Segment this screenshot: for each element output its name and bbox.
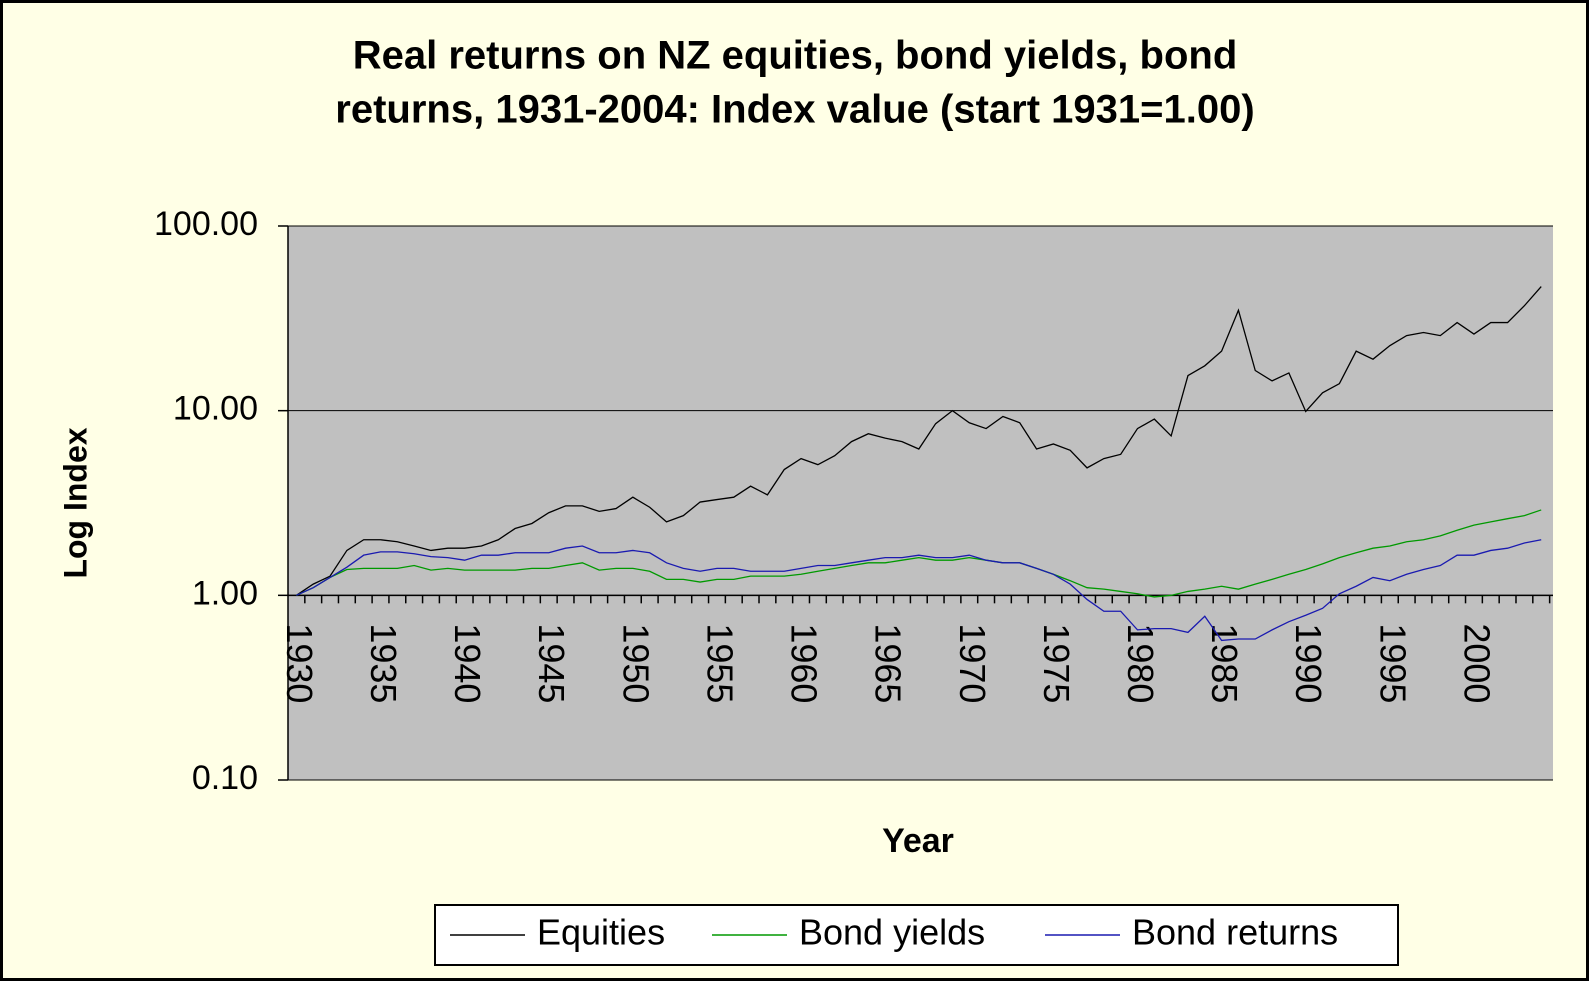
x-tick-label: 1965 [868,623,909,703]
x-tick-label: 1950 [615,623,656,703]
chart-title: Real returns on NZ equities, bond yields… [353,34,1238,78]
x-tick-label: 1960 [784,623,825,703]
legend-label: Bond returns [1132,912,1338,953]
x-tick-label: 1985 [1204,623,1245,703]
plot-area [288,226,1553,780]
legend [434,904,1399,966]
x-axis-label: Year [882,822,954,860]
legend-label: Equities [537,912,665,953]
chart-title: returns, 1931-2004: Index value (start 1… [335,88,1254,132]
x-tick-label: 1995 [1372,623,1413,703]
x-tick-label: 1945 [531,623,572,703]
line-series [296,539,1542,642]
x-tick-label: 1935 [363,623,404,703]
x-tick-label: 1980 [1120,623,1161,703]
x-tick-label: 1940 [447,623,488,703]
x-tick-label: 1955 [699,623,740,703]
x-tick-label: 1975 [1036,623,1077,703]
legend-label: Bond yields [799,912,985,953]
y-axis-label: Log Index [57,427,93,578]
y-tick-label: 1.00 [192,574,258,612]
y-tick-label: 10.00 [173,390,258,428]
x-tick-label: 1990 [1288,623,1329,703]
line-series [296,286,1542,596]
line-series [296,509,1542,598]
x-tick-label: 2000 [1456,623,1497,703]
y-tick-label: 0.10 [192,759,258,797]
x-tick-label: 1970 [952,623,993,703]
x-tick-label: 1930 [279,623,320,703]
y-tick-label: 100.00 [154,205,258,243]
